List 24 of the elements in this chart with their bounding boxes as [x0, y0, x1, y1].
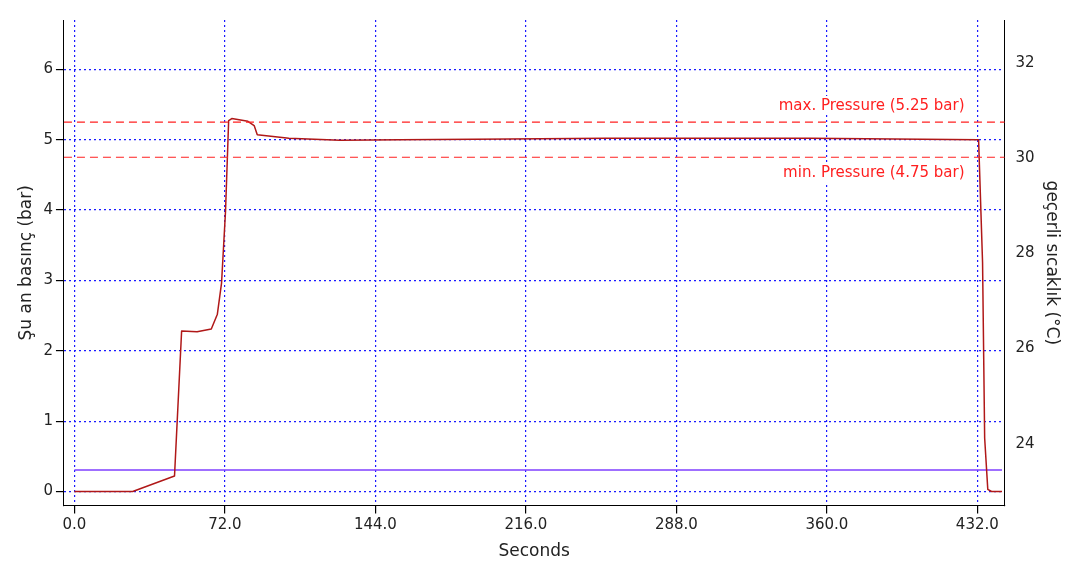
y-tick-label: 1: [43, 411, 53, 430]
x-tick-label: 360.0: [805, 515, 849, 534]
y2-tick-label: 28: [1015, 243, 1035, 262]
y-tick-label: 6: [43, 59, 53, 78]
x-tick-label: 288.0: [654, 515, 698, 534]
y2-tick-label: 26: [1015, 338, 1035, 357]
y2-tick-label: 32: [1015, 52, 1035, 71]
y2-tick-label: 24: [1015, 433, 1035, 452]
y-tick-label: 2: [43, 340, 53, 359]
y-axis-title: Şu an basınç (bar): [14, 185, 35, 341]
x-tick-label: 144.0: [353, 515, 397, 534]
ref-line-label: max. Pressure (5.25 bar): [778, 96, 965, 115]
y2-tick-label: 30: [1015, 147, 1035, 166]
y-tick-label: 3: [43, 270, 53, 289]
y2-axis-title: geçerli sıcaklık (°C): [1043, 180, 1064, 346]
x-tick-label: 216.0: [504, 515, 548, 534]
x-tick-label: 72.0: [208, 515, 242, 534]
y-tick-label: 4: [43, 199, 53, 218]
ref-line-label: min. Pressure (4.75 bar): [783, 162, 965, 181]
x-tick-label: 432.0: [955, 515, 999, 534]
y-tick-label: 0: [43, 481, 53, 500]
y-tick-label: 5: [43, 129, 53, 148]
x-tick-label: 0.0: [62, 515, 87, 534]
x-axis-title: Seconds: [498, 540, 571, 561]
